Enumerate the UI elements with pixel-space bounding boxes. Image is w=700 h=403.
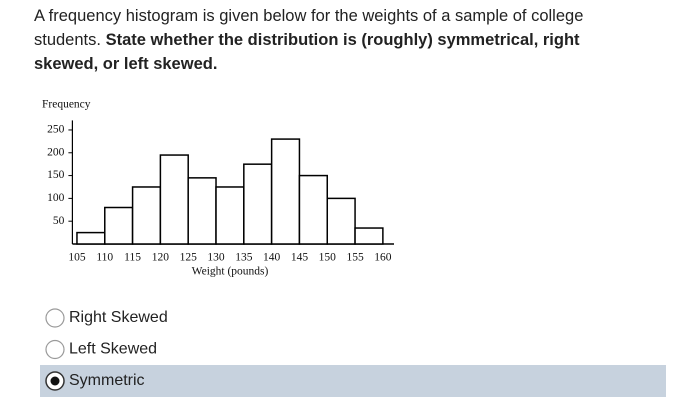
option-label[interactable]: Right Skewed [69, 309, 168, 326]
bar [159, 154, 189, 245]
x-tick-label: 155 [346, 252, 364, 264]
x-tick-label: 105 [68, 252, 86, 264]
x-tick-label: 120 [152, 252, 170, 264]
y-tick-label: 250 [47, 124, 65, 136]
y-axis-label: Frequency [42, 99, 91, 111]
bar [270, 138, 301, 245]
bar [243, 163, 273, 245]
bar [215, 186, 245, 245]
bar [131, 186, 162, 245]
y-tick-label: 50 [53, 215, 65, 227]
x-tick-label: 150 [319, 252, 337, 264]
bar [76, 231, 106, 245]
y-tick-label: 100 [47, 192, 65, 204]
option-label[interactable]: Left Skewed [69, 341, 157, 358]
bar [354, 227, 384, 245]
y-tick-label: 200 [47, 146, 65, 158]
bar [298, 174, 329, 245]
radio-button[interactable] [45, 308, 65, 328]
y-tick-label: 150 [47, 169, 65, 181]
x-tick-label: 115 [124, 252, 141, 264]
x-tick-label: 125 [180, 252, 198, 264]
question-bold: State whether the distribution is (rough… [34, 31, 580, 73]
selected-highlight [40, 365, 666, 397]
x-tick-label: 160 [374, 252, 392, 264]
x-tick-label: 140 [263, 252, 281, 264]
question: A frequency histogram is given below for… [34, 4, 644, 76]
option-label[interactable]: Symmetric [69, 372, 145, 389]
x-tick-label: 145 [291, 252, 309, 264]
x-tick-label: 130 [207, 252, 225, 264]
x-axis-label: Weight (pounds) [192, 266, 269, 278]
question-text: A frequency histogram is given below for… [34, 7, 584, 49]
bar [326, 197, 356, 245]
radio-dot [50, 376, 60, 386]
bar [104, 206, 134, 245]
bar [187, 177, 217, 245]
x-tick-label: 110 [96, 252, 113, 264]
x-tick-label: 135 [235, 252, 253, 264]
radio-button[interactable] [45, 339, 65, 360]
